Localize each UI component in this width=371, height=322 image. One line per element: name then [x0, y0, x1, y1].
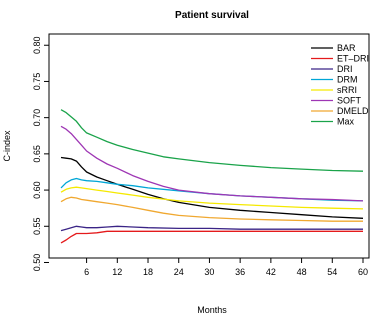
y-tick-label: 0.60 — [32, 181, 42, 199]
legend-label: BAR — [337, 43, 356, 53]
x-tick-label: 60 — [358, 267, 368, 277]
legend-label: DRM — [337, 75, 358, 85]
x-tick-label: 24 — [174, 267, 184, 277]
x-tick-label: 30 — [204, 267, 214, 277]
y-tick-label: 0.55 — [32, 218, 42, 236]
y-tick-label: 0.65 — [32, 145, 42, 163]
legend-label: ET–DRI — [337, 54, 369, 64]
x-tick-label: 48 — [297, 267, 307, 277]
series-line-dri — [60, 225, 363, 232]
y-tick-label: 0.50 — [32, 254, 42, 272]
series-line-et-dri — [60, 230, 363, 244]
series-lines — [60, 109, 364, 244]
x-tick-label: 54 — [327, 267, 337, 277]
series-line-bar — [60, 156, 364, 219]
series-line-max — [60, 109, 364, 172]
x-tick-label: 6 — [84, 267, 89, 277]
series-line-soft — [60, 125, 364, 202]
legend-label: sRRI — [337, 85, 357, 95]
x-tick-label: 12 — [112, 267, 122, 277]
x-tick-label: 18 — [143, 267, 153, 277]
x-tick-label: 42 — [266, 267, 276, 277]
y-tick-label: 0.80 — [32, 36, 42, 54]
y-axis-title: C-index — [2, 130, 12, 162]
chart-title: Patient survival — [175, 10, 249, 21]
series-line-drm — [60, 177, 364, 202]
x-axis-title: Months — [197, 305, 227, 315]
series-line-srri — [60, 186, 364, 210]
legend-label: DMELD — [337, 106, 369, 116]
legend-label: Max — [337, 117, 355, 127]
y-tick-label: 0.70 — [32, 109, 42, 127]
legend-label: DRI — [337, 64, 353, 74]
plot-frame — [48, 33, 370, 259]
legend-label: SOFT — [337, 96, 362, 106]
y-axis: 0.50 0.55 0.60 0.65 0.70 0.75 0.80 — [32, 36, 49, 271]
series-line-dmeld — [60, 196, 363, 222]
x-axis: 6 12 18 24 30 36 42 48 54 60 — [84, 258, 368, 277]
y-tick-label: 0.75 — [32, 73, 42, 91]
x-tick-label: 36 — [235, 267, 245, 277]
